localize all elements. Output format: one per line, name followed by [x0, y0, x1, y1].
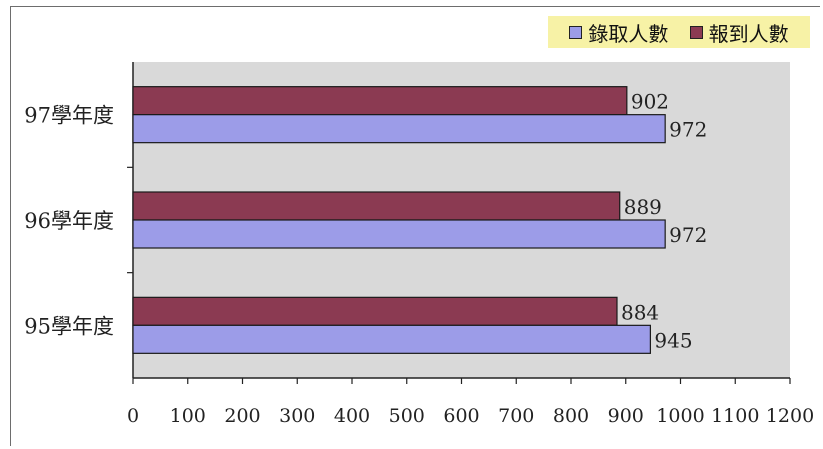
legend-label-admitted: 錄取人數: [588, 21, 669, 46]
category-label: 95學年度: [24, 314, 114, 338]
bar-enrolled: [132, 296, 618, 326]
legend-item-admitted: 錄取人數: [569, 18, 668, 47]
data-label-enrolled: 884: [621, 300, 659, 324]
bar-admitted: [132, 114, 666, 144]
legend-swatch-enrolled: [689, 25, 703, 39]
x-tick-label: 700: [498, 405, 534, 427]
x-tick-label: 1200: [766, 405, 814, 427]
bar-enrolled: [132, 191, 621, 221]
legend-item-enrolled: 報到人數: [689, 18, 789, 47]
x-tick-label: 0: [127, 405, 139, 427]
x-tick-label: 400: [334, 405, 370, 427]
legend: 錄取人數 報到人數: [548, 16, 810, 48]
x-tick-label: 300: [279, 405, 315, 427]
category-label: 97學年度: [24, 104, 114, 128]
data-label-admitted: 972: [669, 118, 707, 142]
legend-swatch-admitted: [569, 25, 583, 39]
data-label-admitted: 972: [669, 223, 707, 247]
x-tick-label: 200: [224, 405, 260, 427]
x-tick-label: 600: [443, 405, 479, 427]
data-label-enrolled: 889: [624, 195, 662, 219]
x-tick-label: 900: [608, 405, 644, 427]
x-tick-label: 1100: [711, 405, 759, 427]
chart-frame: [10, 6, 820, 446]
bar-enrolled: [132, 86, 628, 116]
data-label-enrolled: 902: [631, 90, 669, 114]
x-tick-label: 500: [389, 405, 425, 427]
bar-admitted: [132, 219, 666, 249]
x-tick-label: 1000: [656, 405, 704, 427]
x-tick-label: 100: [170, 405, 206, 427]
x-tick-label: 800: [553, 405, 589, 427]
category-label: 96學年度: [24, 209, 114, 233]
data-label-admitted: 945: [654, 328, 692, 352]
bar-admitted: [132, 324, 651, 354]
legend-label-enrolled: 報到人數: [708, 21, 789, 46]
